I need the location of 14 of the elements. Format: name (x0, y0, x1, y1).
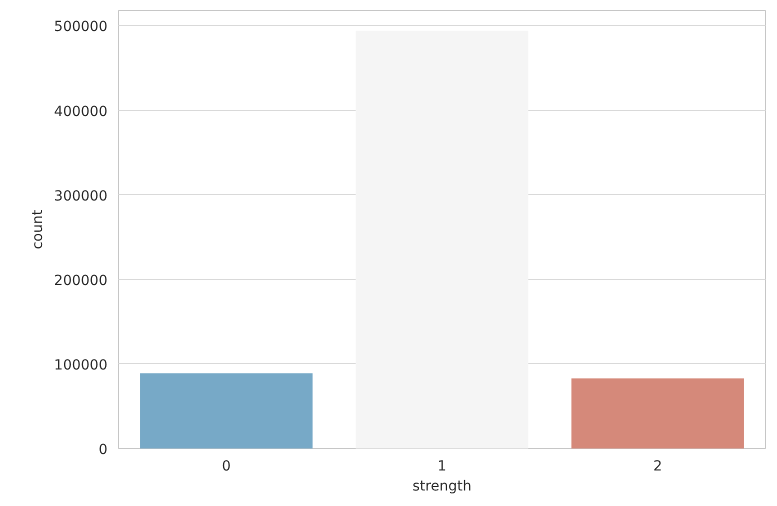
bar (356, 30, 528, 448)
bar (140, 373, 313, 448)
bar (571, 378, 744, 448)
y-tick-label: 0 (98, 442, 108, 458)
x-tick-label: 2 (653, 458, 662, 474)
y-tick-label: 200000 (54, 272, 108, 289)
y-tick-label: 400000 (54, 104, 108, 120)
y-tick-label: 500000 (54, 19, 108, 36)
y-axis-title: count (30, 209, 46, 250)
x-tick-label: 1 (438, 458, 446, 474)
y-tick-label: 300000 (54, 188, 108, 204)
x-axis-title: strength (412, 478, 472, 494)
x-tick-label: 0 (222, 458, 231, 474)
y-tick-label: 100000 (54, 357, 108, 374)
